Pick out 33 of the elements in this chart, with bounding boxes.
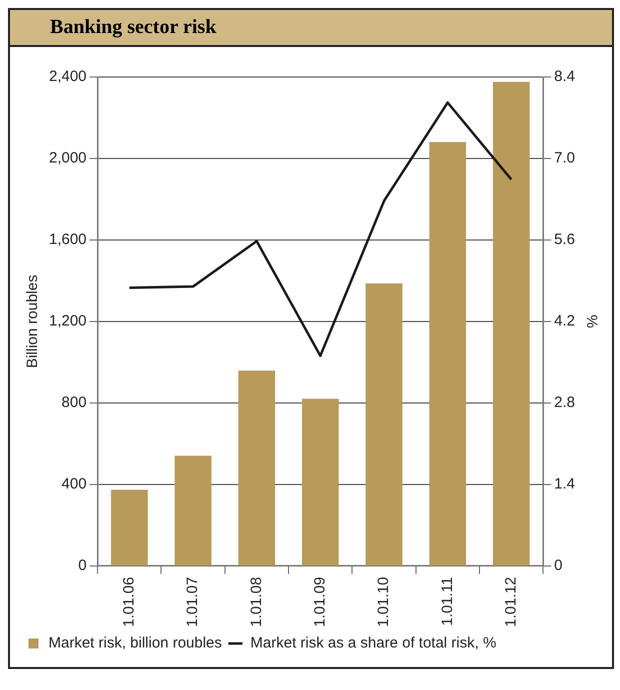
chart-title: Banking sector risk	[10, 10, 612, 47]
bar	[110, 490, 148, 566]
bar	[238, 370, 276, 566]
bar	[492, 82, 530, 566]
y2-tick-label: 8.4	[554, 68, 576, 86]
y2-tick-label: 7.0	[554, 150, 576, 167]
x-tick-label: 1.01.10	[375, 576, 392, 627]
y2-tick-label: 0	[554, 557, 562, 574]
y-tick-label: 0	[78, 557, 87, 574]
x-tick-label: 1.01.12	[502, 576, 520, 627]
y-axis-title: Billion roubles	[24, 274, 42, 368]
y-tick-label: 800	[62, 394, 87, 412]
x-tick-label: 1.01.08	[248, 576, 265, 627]
bar	[302, 398, 339, 566]
y-tick-label: 400	[62, 476, 87, 493]
y2-tick-label: 4.2	[554, 312, 576, 330]
x-tick-label: 1.01.07	[184, 576, 202, 627]
y2-tick-label: 2.8	[554, 394, 576, 412]
legend-label: Market risk, billion roubles	[48, 634, 222, 652]
x-tick-label: 1.01.06	[120, 576, 138, 627]
y2-tick-label: 5.6	[554, 231, 576, 248]
y-tick-label: 2,000	[48, 150, 87, 167]
legend-label: Market risk as a share of total risk, %	[250, 634, 496, 652]
x-tick-label: 1.01.09	[311, 576, 328, 627]
y-tick-label: 1,600	[48, 231, 87, 248]
y-tick-label: 1,200	[48, 312, 87, 330]
bar	[366, 283, 402, 566]
y-tick-label: 2,400	[48, 68, 87, 86]
y2-axis-title: %	[582, 314, 600, 328]
x-tick-label: 1.01.11	[438, 576, 456, 626]
bar	[174, 456, 212, 566]
bar	[429, 142, 466, 566]
y2-tick-label: 1.4	[554, 476, 576, 493]
